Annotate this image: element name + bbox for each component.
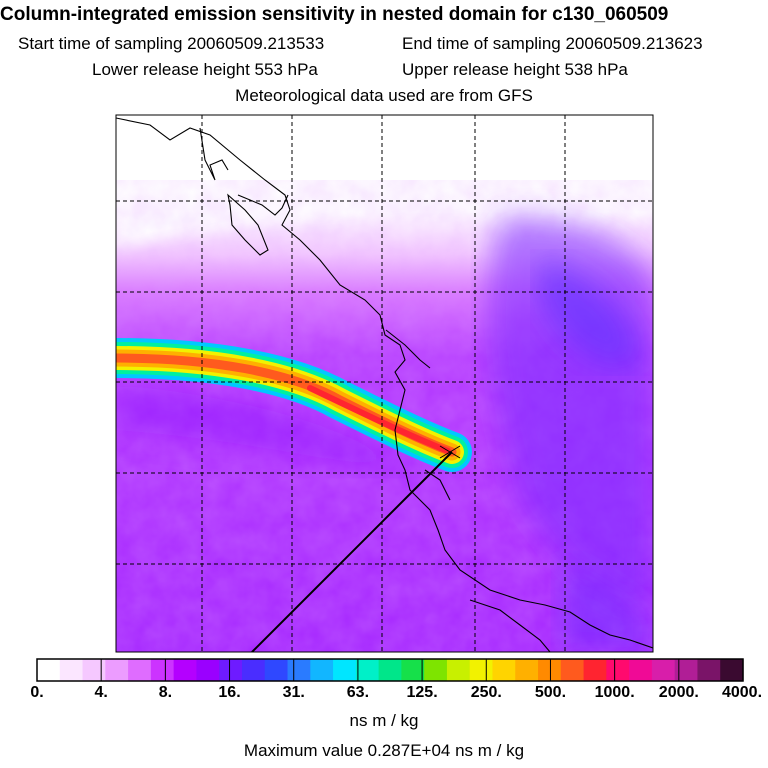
colorbar-swatch <box>333 659 357 681</box>
sensitivity-field <box>116 115 653 652</box>
lat-lon-grid <box>116 115 653 652</box>
colorbar-swatch <box>37 659 61 681</box>
colorbar-swatch <box>606 659 630 681</box>
lower-release-label: Lower release height 553 hPa <box>92 60 318 79</box>
colorbar-swatch <box>538 659 562 681</box>
colorbar-swatch <box>674 659 699 681</box>
colorbar-swatch <box>59 659 84 681</box>
colorbar-swatch <box>560 659 585 681</box>
colorbar-tick-label: 31. <box>282 684 305 701</box>
colorbar-swatch <box>697 659 721 681</box>
colorbar-swatch <box>264 659 289 681</box>
colorbar-swatch <box>629 659 653 681</box>
colorbar-tick-label: 500. <box>534 684 567 701</box>
colorbar-swatch <box>720 659 744 681</box>
colorbar-swatch <box>583 659 607 681</box>
colorbar-tick-label: 2000. <box>658 684 699 701</box>
colorbar-swatch <box>378 659 402 681</box>
colorbar-tick-label: 250. <box>470 684 502 701</box>
colorbar-tick-label: 0. <box>30 684 44 701</box>
colorbar-swatch <box>219 659 243 681</box>
colorbar-tick-label: 125. <box>406 684 438 701</box>
colorbar-swatch <box>287 659 311 681</box>
colorbar-swatch <box>446 659 471 681</box>
met-data-label: Meteorological data used are from GFS <box>235 86 533 105</box>
colorbar-swatch <box>128 659 152 681</box>
flight-track-line <box>251 451 453 652</box>
colorbar-swatch <box>173 659 198 681</box>
colorbar-swatch <box>196 659 220 681</box>
colorbar-swatch <box>150 659 175 681</box>
plot-title: Column-integrated emission sensitivity i… <box>0 4 669 25</box>
colorbar-tick-label: 8. <box>158 684 173 701</box>
maximum-value-label: Maximum value 0.287E+04 ns m / kg <box>243 741 525 760</box>
upper-release-label: Upper release height 538 hPa <box>402 60 628 79</box>
colorbar-swatch <box>82 659 106 681</box>
colorbar-tick-label: 63. <box>346 684 370 701</box>
map-frame <box>115 114 654 653</box>
colorbar-swatch <box>424 659 448 681</box>
start-time-label: Start time of sampling 20060509.213533 <box>18 34 325 53</box>
end-time-label: End time of sampling 20060509.213623 <box>402 34 703 53</box>
colorbar-swatch <box>401 659 425 681</box>
colorbar-tick-label: 1000. <box>594 684 635 701</box>
colorbar-swatch <box>241 659 266 681</box>
colorbar-swatch <box>105 659 129 681</box>
coastline <box>116 117 653 652</box>
colorbar-swatch <box>469 659 494 681</box>
colorbar-frame <box>36 658 744 682</box>
colorbar-swatch <box>310 659 334 681</box>
colorbar-tick-label: 4. <box>94 684 108 701</box>
release-point-marker <box>439 445 461 459</box>
colorbar-swatch <box>492 659 516 681</box>
trajectory-plume <box>116 338 472 472</box>
colorbar-unit: ns m / kg <box>349 711 419 730</box>
colorbar-swatch <box>515 659 539 681</box>
colorbar-swatch <box>651 659 676 681</box>
colorbar-tick-label: 4000. <box>721 684 763 701</box>
colorbar <box>36 658 744 682</box>
colorbar-tick-label: 16. <box>218 684 241 701</box>
colorbar-swatch <box>355 659 380 681</box>
